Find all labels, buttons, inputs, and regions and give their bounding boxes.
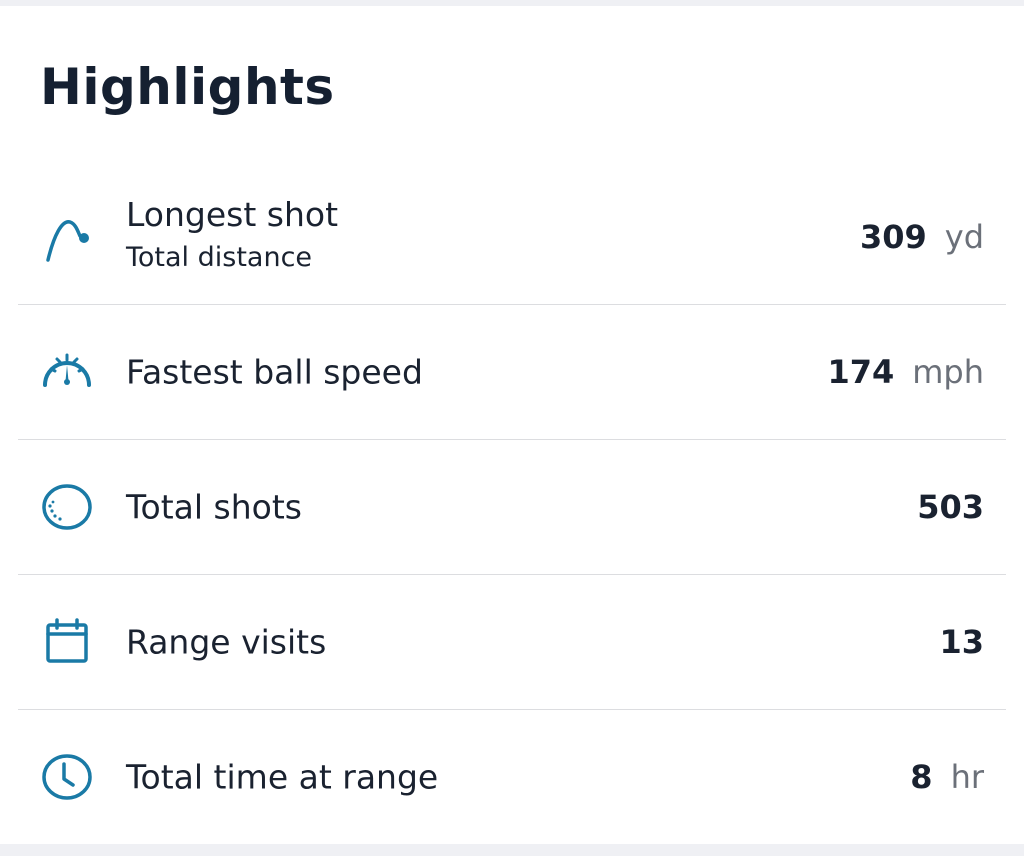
clock-icon (42, 754, 92, 800)
page-title: Highlights (40, 58, 335, 116)
item-value: 13 (939, 623, 984, 661)
item-unit: yd (944, 218, 984, 256)
item-value: 8 (910, 758, 933, 796)
ball-trajectory-icon (46, 220, 89, 262)
list-item-total-time[interactable]: Total time at range 8 hr (18, 710, 1006, 844)
list-item-range-visits[interactable]: Range visits 13 (18, 575, 1006, 710)
item-value: 174 (827, 353, 895, 391)
golf-ball-icon (42, 484, 92, 530)
item-unit: hr (950, 758, 984, 796)
item-label: Total time at range (126, 757, 439, 797)
highlights-card: Highlights Longest shot Total distance 3… (0, 6, 1024, 844)
speedometer-icon (43, 353, 91, 387)
list-item-fastest-ball-speed[interactable]: Fastest ball speed 174 mph (18, 305, 1006, 440)
item-value: 309 (859, 218, 927, 256)
item-label: Longest shot (126, 194, 339, 234)
calendar-icon (46, 618, 88, 663)
item-unit: mph (912, 353, 984, 391)
item-value: 503 (917, 488, 984, 526)
item-label: Range visits (126, 622, 327, 662)
item-sublabel: Total distance (126, 241, 313, 273)
item-label: Total shots (126, 487, 302, 527)
list-item-total-shots[interactable]: Total shots 503 (18, 440, 1006, 575)
item-label: Fastest ball speed (126, 352, 423, 392)
list-item-longest-shot[interactable]: Longest shot Total distance 309 yd (18, 170, 1006, 305)
